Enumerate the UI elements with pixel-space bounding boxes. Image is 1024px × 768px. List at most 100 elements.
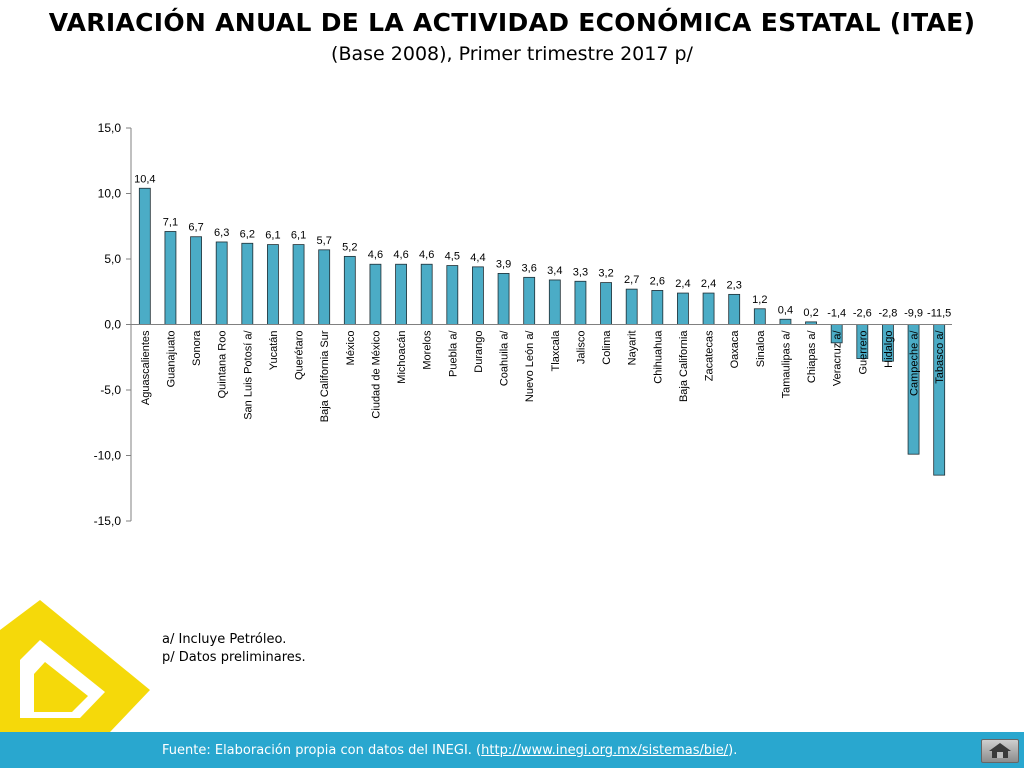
bar (318, 249, 331, 325)
category-label: Tamaulipas a/ (780, 330, 792, 399)
category-label: Querétaro (294, 331, 306, 381)
data-label: 6,3 (214, 227, 229, 239)
category-label: Baja California Sur (319, 330, 331, 422)
bar (651, 290, 664, 325)
y-tick-label: 10,0 (98, 187, 122, 201)
data-label: 6,2 (240, 228, 255, 240)
bar (472, 266, 484, 325)
bar (600, 282, 612, 325)
bar (369, 263, 382, 325)
category-label: Quintana Roo (217, 331, 229, 399)
chart-subtitle: (Base 2008), Primer trimestre 2017 p/ (331, 43, 693, 65)
y-tick-label: 0,0 (104, 318, 121, 332)
bar (625, 288, 638, 325)
data-label: 2,3 (727, 279, 742, 291)
data-label: 3,4 (547, 265, 562, 277)
category-label: San Luis Potosí a/ (242, 330, 254, 420)
data-label: 2,4 (701, 278, 716, 290)
chart-title: VARIACIÓN ANUAL DE LA ACTIVIDAD ECONÓMIC… (48, 8, 976, 37)
data-label: 6,7 (188, 222, 203, 234)
data-label: 1,2 (752, 294, 767, 306)
category-label: Veracruz a/ (832, 330, 844, 387)
category-label: Oaxaca (729, 330, 741, 369)
category-label: Puebla a/ (447, 330, 459, 377)
data-label: 3,3 (573, 266, 588, 278)
bar (753, 308, 766, 325)
data-label: -2,8 (878, 308, 897, 320)
bar (241, 242, 254, 325)
bar (420, 263, 433, 325)
category-label: Ciudad de México (370, 331, 382, 419)
data-label: 6,1 (265, 230, 280, 242)
data-label: 4,5 (445, 251, 460, 263)
category-label: Jalisco (575, 331, 587, 365)
category-label: Nayarit (627, 331, 639, 366)
bar (267, 244, 279, 325)
category-label: Michoacán (396, 331, 408, 384)
data-label: 5,7 (317, 235, 332, 247)
category-label: Baja California (678, 330, 690, 402)
category-label: Chihuahua (652, 330, 664, 384)
category-label: Yucatán (268, 331, 280, 371)
data-label: 4,6 (419, 249, 434, 261)
data-label: 6,1 (291, 230, 306, 242)
data-label: 4,6 (393, 249, 408, 261)
category-label: Sinaloa (755, 330, 767, 368)
data-label: 10,4 (134, 173, 155, 185)
footer-bar: Fuente: Elaboración propia con datos del… (0, 732, 1024, 768)
bar (215, 241, 228, 325)
source-note: Fuente: Elaboración propia con datos del… (162, 743, 737, 758)
category-label: México (345, 331, 357, 366)
data-label: 0,4 (778, 304, 793, 316)
bar (190, 236, 202, 325)
y-tick-label: -15,0 (94, 514, 122, 528)
y-tick-label: -5,0 (100, 383, 121, 397)
bar (138, 187, 151, 325)
category-label: Tabasco a/ (934, 330, 946, 384)
home-icon (989, 743, 1011, 758)
category-label: Campeche a/ (909, 330, 921, 396)
category-label: Nuevo León a/ (524, 330, 536, 402)
category-label: Coahuila a/ (499, 330, 511, 387)
y-tick-label: 5,0 (104, 252, 121, 266)
category-label: Tlaxcala (550, 330, 562, 372)
data-label: -11,5 (927, 308, 951, 320)
data-label: -2,6 (853, 308, 872, 320)
y-tick-label: -10,0 (94, 449, 122, 463)
bar (446, 265, 459, 325)
bar (728, 293, 741, 325)
category-label: Chiapas a/ (806, 330, 818, 384)
bar (702, 292, 715, 325)
data-label: 2,7 (624, 274, 639, 286)
data-label: -9,9 (904, 308, 923, 320)
source-link[interactable]: http://www.inegi.org.mx/sistemas/bie/ (481, 743, 729, 758)
category-label: Guerrero (857, 331, 869, 375)
data-label: 3,2 (598, 268, 613, 280)
data-label: -1,4 (827, 308, 846, 320)
data-label: 4,6 (368, 249, 383, 261)
data-label: 3,6 (522, 262, 537, 274)
data-label: 7,1 (163, 216, 178, 228)
logo-icon (0, 600, 150, 732)
data-label: 5,2 (342, 241, 357, 253)
category-label: Durango (473, 331, 485, 373)
bar (164, 231, 177, 325)
home-button[interactable] (981, 739, 1019, 763)
bar (343, 255, 356, 325)
bar (497, 273, 510, 325)
category-label: Aguascalientes (140, 330, 152, 405)
category-label: Guanajuato (165, 331, 177, 388)
category-label: Colima (601, 330, 613, 365)
source-prefix: Fuente: Elaboración propia con datos del… (162, 743, 482, 758)
data-label: 4,4 (470, 252, 485, 264)
data-label: 3,9 (496, 258, 511, 270)
data-label: 2,4 (675, 278, 690, 290)
category-label: Hidalgo (883, 331, 895, 368)
bar (523, 276, 536, 325)
y-tick-label: 15,0 (98, 121, 122, 135)
bar (395, 263, 407, 325)
data-label: 2,6 (650, 275, 665, 287)
bar (677, 292, 689, 325)
bar-chart: 15,0 10,0 5,0 0,0 -5,0 -10,0 -15,0 10,4 Aguascal… (94, 121, 952, 528)
bar (779, 318, 792, 325)
